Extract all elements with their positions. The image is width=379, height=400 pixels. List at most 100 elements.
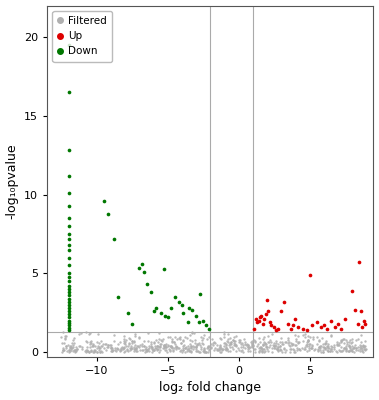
Point [310, 333, 316, 340]
Point [145, 346, 151, 352]
Point [266, 338, 272, 345]
Point [69, 345, 75, 351]
Point [235, 345, 241, 351]
Point [341, 335, 347, 342]
Point [61, 346, 67, 353]
Point [263, 342, 269, 349]
Point [249, 340, 255, 346]
Point [354, 347, 360, 354]
Point [309, 342, 315, 348]
Point [240, 349, 246, 355]
Point [163, 344, 169, 350]
Point [194, 348, 200, 354]
Point [60, 346, 66, 353]
Point [175, 345, 181, 351]
Point [274, 346, 280, 352]
Point [145, 330, 151, 336]
Point [214, 346, 220, 352]
Point [270, 342, 276, 348]
Point [334, 339, 340, 346]
Point [220, 345, 226, 352]
Point [316, 344, 323, 350]
Point [117, 346, 123, 353]
Point [271, 342, 277, 349]
Point [282, 348, 288, 355]
Point [194, 341, 200, 348]
Point [325, 342, 331, 349]
Point [274, 340, 280, 347]
Point [362, 346, 368, 352]
Point [155, 339, 161, 345]
Point [150, 339, 157, 346]
Point [174, 344, 180, 350]
Point [312, 346, 318, 353]
Point [172, 341, 178, 348]
Point [188, 342, 194, 349]
Point [149, 345, 155, 352]
Point [121, 345, 127, 351]
Point [341, 340, 347, 346]
Point [257, 347, 263, 354]
Point [268, 322, 274, 328]
Point [85, 348, 91, 354]
Point [172, 334, 178, 340]
Point [222, 340, 229, 346]
Point [162, 344, 168, 350]
Point [349, 348, 355, 355]
Point [137, 342, 143, 349]
Point [362, 343, 368, 350]
Point [157, 346, 163, 353]
X-axis label: log₂ fold change: log₂ fold change [159, 382, 262, 394]
Point [99, 343, 105, 350]
Point [149, 344, 155, 350]
Point [141, 343, 147, 350]
Point [320, 341, 326, 348]
Point [121, 340, 127, 346]
Point [274, 346, 280, 352]
Point [154, 346, 160, 352]
Point [262, 340, 268, 346]
Point [343, 336, 349, 343]
Point [129, 338, 135, 345]
Point [119, 346, 125, 352]
Point [178, 340, 184, 346]
Point [77, 343, 83, 350]
Point [326, 340, 332, 347]
Point [314, 319, 320, 326]
Point [117, 338, 123, 345]
Point [227, 344, 233, 350]
Point [130, 346, 136, 352]
Point [241, 344, 247, 351]
Point [322, 345, 328, 352]
Point [296, 339, 302, 345]
Point [345, 338, 351, 345]
Point [351, 349, 357, 355]
Point [361, 342, 367, 349]
Point [302, 331, 308, 337]
Point [171, 338, 177, 345]
Point [335, 342, 341, 348]
Point [276, 325, 282, 332]
Point [154, 347, 160, 354]
Point [281, 346, 287, 352]
Point [108, 342, 114, 349]
Point [180, 345, 186, 352]
Point [216, 345, 222, 352]
Point [167, 347, 173, 353]
Point [288, 342, 294, 348]
Point [141, 338, 147, 344]
Point [176, 335, 182, 341]
Point [67, 345, 73, 352]
Point [255, 318, 262, 324]
Point [162, 313, 168, 319]
Point [245, 343, 251, 350]
Point [304, 348, 310, 354]
Point [141, 343, 147, 349]
Point [121, 332, 127, 339]
Point [294, 345, 301, 351]
Point [147, 344, 153, 350]
Point [331, 342, 337, 348]
Point [98, 348, 104, 354]
Point [208, 341, 214, 347]
Point [231, 340, 237, 346]
